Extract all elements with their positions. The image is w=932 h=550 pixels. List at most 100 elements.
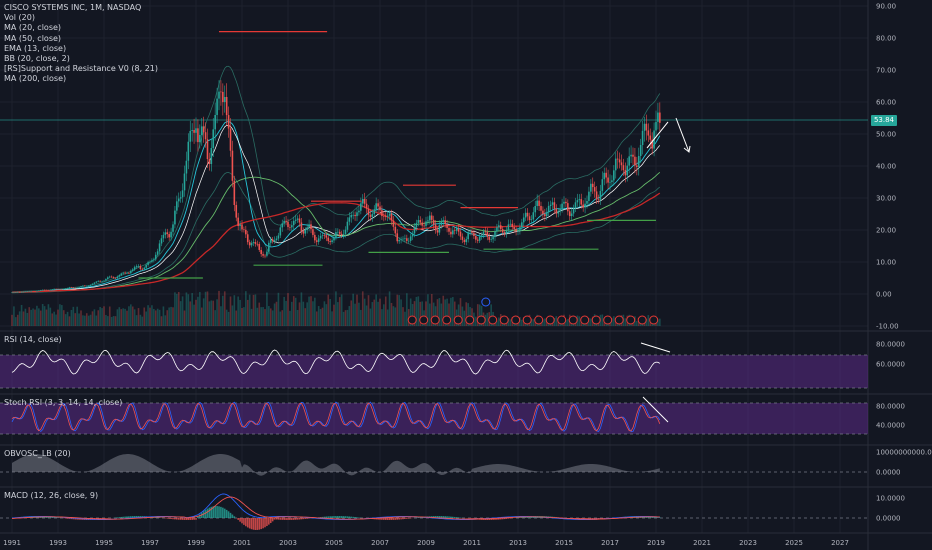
volume-bar bbox=[375, 294, 377, 326]
volume-bar bbox=[388, 291, 391, 326]
macd-histogram-bar bbox=[216, 506, 218, 518]
volume-bar bbox=[645, 318, 648, 326]
obv-pane-label[interactable]: OBVOSC_LB (20) bbox=[4, 449, 71, 458]
volume-bar bbox=[555, 316, 558, 326]
volume-bar bbox=[478, 304, 481, 326]
macd-histogram-bar bbox=[400, 518, 402, 520]
symbol-title[interactable]: CISCO SYSTEMS INC, 1M, NASDAQ bbox=[4, 3, 142, 12]
macd-histogram-bar bbox=[327, 516, 330, 518]
candle-body bbox=[532, 212, 535, 220]
candle-body bbox=[177, 198, 180, 202]
candle-body bbox=[513, 227, 515, 230]
volume-bar bbox=[315, 311, 318, 326]
macd-signal-line bbox=[11, 496, 660, 520]
volume-bar bbox=[440, 303, 443, 326]
legend-ema13[interactable]: EMA (13, close) bbox=[4, 43, 67, 53]
candle-body bbox=[246, 234, 249, 243]
indicator-axis-label: 80.0000 bbox=[876, 403, 905, 411]
legend-bb[interactable]: BB (20, close, 2) bbox=[4, 54, 70, 64]
volume-bar bbox=[61, 305, 63, 326]
time-axis-label: 1991 bbox=[3, 539, 21, 547]
candle-body bbox=[101, 281, 103, 282]
earnings-marker bbox=[419, 315, 429, 325]
legend-ma20[interactable]: MA (20, close) bbox=[4, 23, 62, 33]
legend-ma200[interactable]: MA (200, close) bbox=[4, 74, 67, 84]
macd-histogram-bar bbox=[291, 518, 293, 520]
legend-volume[interactable]: Vol (20) bbox=[4, 13, 35, 23]
stoch-pane-label[interactable]: Stoch RSI (3, 3, 14, 14, close) bbox=[4, 398, 123, 407]
macd-histogram-bar bbox=[237, 518, 239, 520]
macd-histogram-bar bbox=[448, 516, 450, 518]
time-axis-label: 2015 bbox=[555, 539, 573, 547]
candle-body bbox=[24, 291, 27, 293]
macd-histogram-bar bbox=[66, 518, 69, 519]
volume-bar bbox=[112, 316, 115, 326]
candle-body bbox=[561, 203, 563, 209]
macd-histogram-bar bbox=[473, 518, 475, 520]
macd-histogram-bar bbox=[517, 517, 519, 518]
candle-body bbox=[365, 203, 368, 209]
volume-bar bbox=[20, 304, 23, 326]
macd-histogram-bar bbox=[417, 517, 420, 518]
candle-body bbox=[461, 236, 464, 240]
earnings-marker bbox=[499, 315, 509, 325]
candle-body bbox=[591, 183, 594, 188]
earnings-marker bbox=[522, 315, 532, 325]
macd-histogram-bar bbox=[245, 518, 247, 527]
candle-body bbox=[381, 210, 383, 217]
macd-histogram-bar bbox=[381, 518, 383, 520]
macd-histogram-bar bbox=[434, 516, 437, 518]
legend-support-resistance[interactable]: [RS]Support and Resistance V0 (8, 21) bbox=[4, 64, 158, 74]
trend-annotation bbox=[640, 117, 691, 423]
volume-bar bbox=[354, 303, 356, 326]
macd-histogram-bar bbox=[133, 516, 136, 518]
volume-bar bbox=[91, 311, 94, 326]
volume-bar bbox=[302, 301, 305, 326]
volume-bar bbox=[588, 318, 590, 326]
volume-bar bbox=[66, 311, 69, 326]
volume-bar bbox=[89, 314, 92, 326]
rsi-pane-label[interactable]: RSI (14, close) bbox=[4, 335, 62, 344]
volume-bar bbox=[446, 298, 448, 326]
volume-bar bbox=[139, 314, 142, 326]
candle-body bbox=[112, 277, 115, 278]
macd-histogram-bar bbox=[358, 517, 360, 518]
macd-histogram-bar bbox=[229, 512, 232, 518]
macd-histogram-bar bbox=[346, 516, 349, 518]
candle-body bbox=[505, 230, 508, 234]
candle-body bbox=[153, 259, 155, 261]
volume-bar bbox=[239, 299, 241, 326]
candle-body bbox=[534, 205, 537, 213]
price-axis-label: 70.00 bbox=[876, 67, 896, 75]
candle-body bbox=[156, 251, 159, 255]
volume-bar bbox=[331, 311, 333, 326]
volume-bar bbox=[11, 314, 13, 326]
volume-bar bbox=[321, 307, 324, 326]
legend-ma50[interactable]: MA (50, close) bbox=[4, 33, 62, 43]
volume-bar bbox=[227, 311, 230, 326]
volume-bar bbox=[64, 314, 67, 326]
macd-pane-label[interactable]: MACD (12, 26, close, 9) bbox=[4, 491, 99, 500]
macd-histogram-bar bbox=[199, 514, 201, 518]
volume-bar bbox=[195, 299, 197, 326]
candle-body bbox=[540, 205, 542, 211]
macd-histogram-bar bbox=[292, 518, 295, 520]
candle-body bbox=[206, 139, 209, 160]
candle-body bbox=[636, 165, 638, 168]
candle-body bbox=[143, 267, 146, 270]
candle-body bbox=[135, 266, 138, 268]
candle-body bbox=[446, 224, 448, 228]
volume-bar bbox=[62, 310, 65, 326]
volume-bar bbox=[222, 295, 224, 326]
volume-bar bbox=[254, 294, 257, 326]
volume-bar bbox=[338, 297, 341, 326]
macd-histogram-bar bbox=[214, 506, 216, 518]
candle-body bbox=[545, 212, 548, 217]
earnings-marker bbox=[442, 315, 452, 325]
indicator-axis-label: 40.0000 bbox=[876, 422, 905, 430]
volume-bar bbox=[95, 315, 98, 326]
candle-body bbox=[572, 208, 575, 214]
candle-body bbox=[377, 203, 379, 207]
candle-body bbox=[584, 203, 586, 208]
